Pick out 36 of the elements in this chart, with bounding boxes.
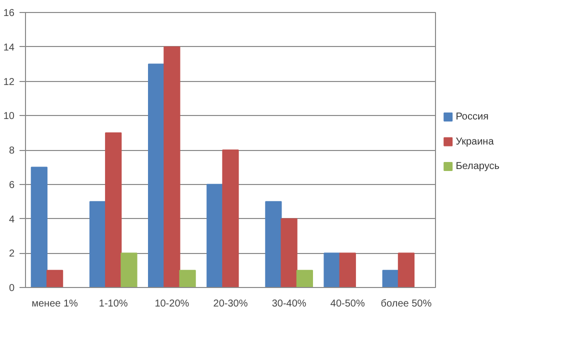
x-tick-label: менее 1% (32, 298, 78, 310)
bar (30, 166, 48, 288)
bar (382, 270, 399, 288)
legend-label: Россия (456, 112, 488, 122)
bar (148, 64, 165, 288)
bar (222, 150, 239, 288)
bar (296, 270, 313, 288)
y-tick-label: 14 (3, 42, 15, 54)
x-tick-label: 40-50% (330, 298, 365, 310)
x-tick-label: 20-30% (213, 298, 248, 310)
bar (164, 46, 180, 288)
bar (265, 201, 282, 288)
bar (280, 218, 298, 288)
y-tick-label: 2 (8, 248, 15, 260)
bar (105, 132, 122, 288)
x-tick-label: 10-20% (154, 298, 190, 310)
bar (46, 270, 64, 288)
x-tick-label: 1-10% (98, 298, 128, 310)
y-tick-label: 4 (8, 214, 15, 226)
legend-label: Украина (456, 136, 494, 148)
bar (324, 252, 340, 288)
y-tick-label: 6 (8, 180, 15, 191)
bar (206, 184, 224, 288)
y-tick-label: 12 (3, 76, 15, 88)
y-tick-label: 0 (8, 283, 15, 294)
legend-label: Беларусь (456, 161, 500, 172)
bar (339, 252, 356, 288)
bar (179, 270, 196, 288)
bar (89, 201, 106, 288)
bar (398, 252, 415, 288)
x-tick-label: 30-40% (272, 298, 306, 310)
y-tick-label: 8 (8, 146, 15, 156)
bar (120, 252, 138, 288)
y-tick-label: 10 (3, 111, 15, 122)
y-tick-label: 16 (3, 8, 15, 19)
x-tick-label: более 50% (380, 298, 432, 310)
